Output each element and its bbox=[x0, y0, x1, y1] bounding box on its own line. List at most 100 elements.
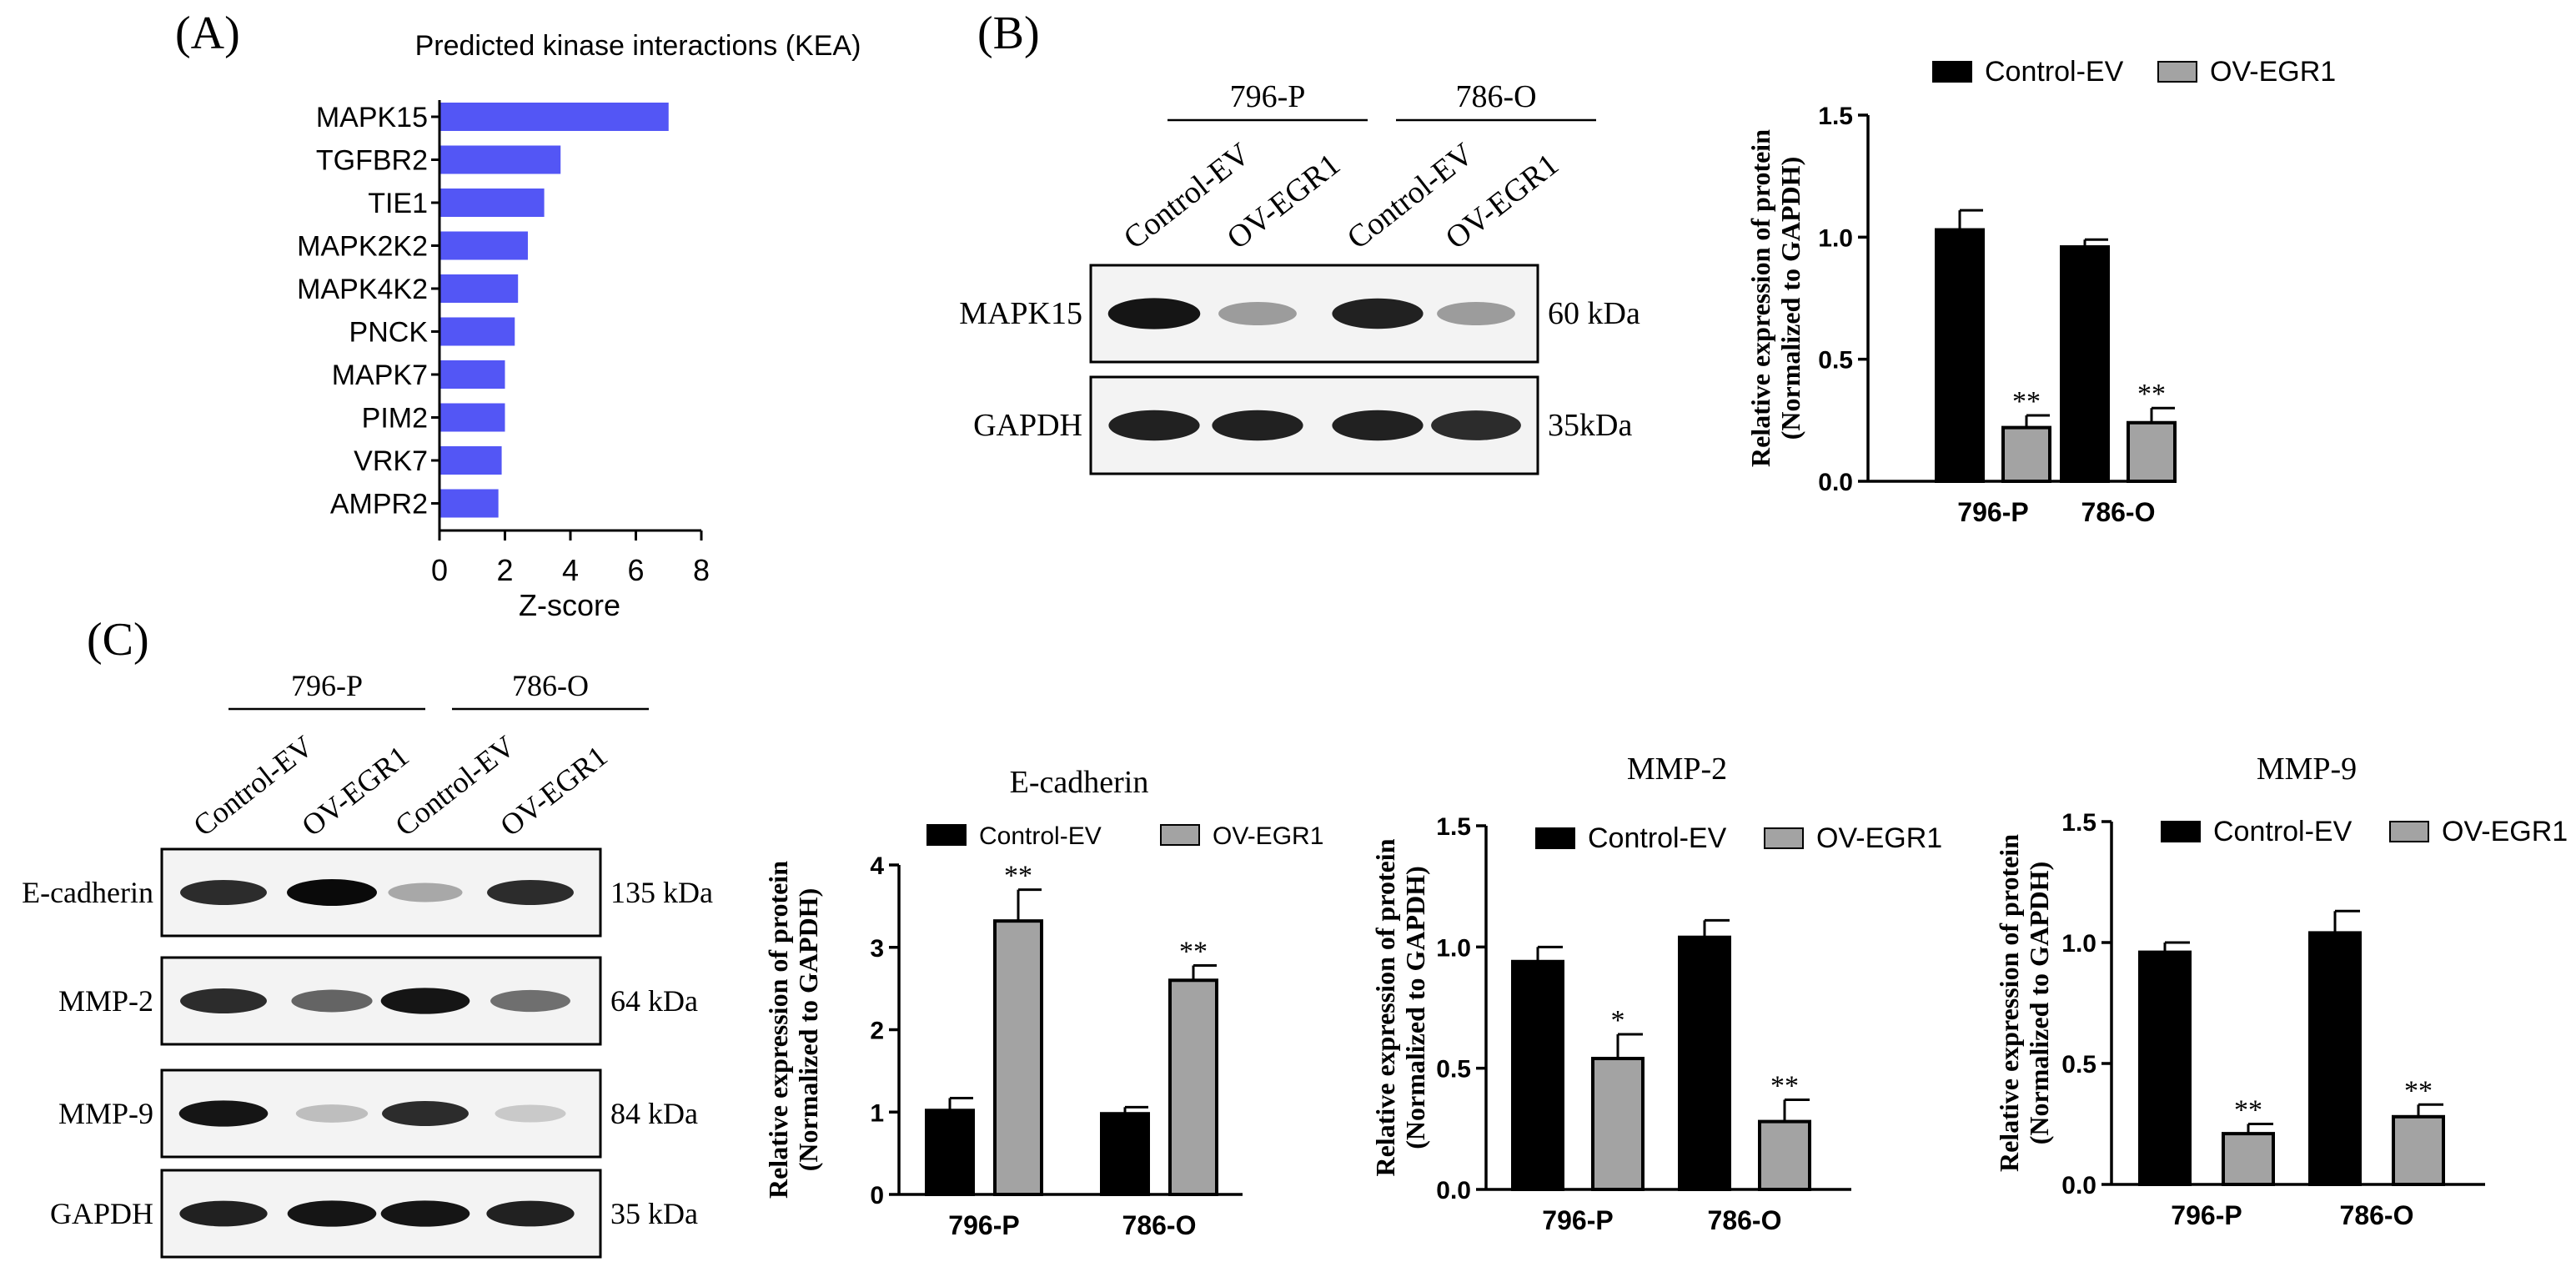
y-tick-label: 1 bbox=[870, 1099, 884, 1127]
blot-band bbox=[486, 1200, 575, 1227]
blot-band bbox=[487, 879, 574, 906]
y-tick-label: 1.5 bbox=[1818, 103, 1853, 130]
blot-band bbox=[1107, 298, 1201, 329]
legend-swatch bbox=[1764, 827, 1804, 849]
kea-bar bbox=[440, 145, 561, 174]
kea-bar bbox=[440, 274, 519, 303]
kea-bar bbox=[440, 489, 499, 518]
blot-kda-label: 135 kDa bbox=[610, 876, 713, 909]
y-tick-label: 3 bbox=[870, 935, 884, 963]
y-tick-label: 1.0 bbox=[1436, 934, 1471, 962]
bar bbox=[1758, 1119, 1811, 1191]
significance-marker: ** bbox=[2404, 1075, 2433, 1106]
blot-band bbox=[1431, 410, 1521, 440]
x-category-label: 786-O bbox=[1708, 1205, 1782, 1235]
bar bbox=[2308, 931, 2362, 1187]
legend-swatch bbox=[2157, 61, 2197, 83]
bar-chart-b: Control-EV OV-EGR1 Relative expression of … bbox=[1745, 56, 2336, 527]
blot-band bbox=[180, 988, 267, 1014]
blot-protein-label: E-cadherin bbox=[22, 876, 153, 909]
significance-marker: ** bbox=[1770, 1070, 1799, 1101]
blot-kda-label: 35 kDa bbox=[610, 1197, 698, 1230]
kea-bar bbox=[440, 103, 669, 131]
significance-marker: ** bbox=[2012, 386, 2041, 417]
x-category-label: 796-P bbox=[2171, 1200, 2242, 1230]
kea-x-tick-label: 2 bbox=[496, 553, 513, 587]
chart-title: E-cadherin bbox=[1010, 765, 1149, 800]
western-blot-c: 796-P 786-OControl-EVOV-EGR1Control-EVOV-… bbox=[22, 669, 713, 1259]
blot-band bbox=[295, 1104, 369, 1123]
bar bbox=[1935, 228, 1985, 483]
western-blot-b: 796-P 786-OControl-EVOV-EGR1Control-EVOV-… bbox=[959, 79, 1640, 475]
blot-kda-label: 64 kDa bbox=[610, 984, 698, 1018]
legend-swatch bbox=[926, 824, 967, 846]
y-axis-label: Relative expression of protein bbox=[763, 861, 793, 1199]
blot-protein-label: MMP-2 bbox=[58, 984, 153, 1018]
bar bbox=[1100, 1112, 1150, 1196]
kea-x-tick-label: 4 bbox=[562, 553, 579, 587]
blot-protein-label: MAPK15 bbox=[959, 296, 1082, 331]
legend-label: Control-EV bbox=[2213, 816, 2353, 847]
legend-label: OV-EGR1 bbox=[2442, 816, 2568, 847]
x-category-label: 796-P bbox=[948, 1210, 1019, 1240]
legend-label: Control-EV bbox=[979, 822, 1102, 850]
kea-category-label: PIM2 bbox=[362, 403, 428, 435]
legend-swatch bbox=[1932, 61, 1972, 83]
kea-category-label: MAPK2K2 bbox=[297, 231, 428, 263]
blot-band bbox=[382, 1100, 469, 1127]
bar bbox=[2001, 425, 2051, 484]
y-tick-label: 0.5 bbox=[2061, 1051, 2096, 1078]
blot-band bbox=[490, 989, 570, 1013]
kea-x-tick-label: 8 bbox=[693, 553, 710, 587]
y-tick-label: 0 bbox=[870, 1182, 884, 1209]
bar bbox=[1678, 935, 1731, 1191]
legend-label: OV-EGR1 bbox=[1816, 822, 1942, 854]
y-axis-label: Relative expression of protein bbox=[1370, 838, 1400, 1176]
significance-marker: ** bbox=[1179, 936, 1208, 967]
blot-band bbox=[380, 1200, 470, 1227]
bar bbox=[925, 1109, 975, 1197]
legend-swatch bbox=[2161, 821, 2201, 842]
y-tick-label: 1.0 bbox=[1818, 224, 1853, 252]
blot-band bbox=[287, 879, 377, 906]
panel-label-c: (C) bbox=[87, 614, 149, 666]
kea-category-label: MAPK15 bbox=[316, 102, 428, 133]
x-category-label: 796-P bbox=[1957, 497, 2028, 527]
blot-band bbox=[179, 1200, 268, 1227]
bar bbox=[993, 919, 1043, 1197]
blot-protein-label: GAPDH bbox=[973, 408, 1082, 443]
y-tick-label: 4 bbox=[870, 852, 884, 880]
panel-label-a: (A) bbox=[175, 8, 240, 59]
significance-marker: ** bbox=[1004, 861, 1032, 892]
bar-chart-e-cadherin: E-cadherin Control-EV OV-EGR1 Relative expr… bbox=[763, 765, 1323, 1240]
kea-bar-chart: Predicted kinase interactions (KEA) Z-sc… bbox=[297, 30, 861, 622]
bar bbox=[2138, 950, 2192, 1186]
y-tick-label: 0.0 bbox=[1436, 1177, 1471, 1204]
kea-bar bbox=[440, 189, 545, 217]
legend-label: OV-EGR1 bbox=[1213, 822, 1323, 850]
blot-band bbox=[1108, 410, 1200, 441]
blot-group-label: 796-P bbox=[291, 669, 363, 702]
legend-swatch bbox=[1535, 827, 1575, 849]
y-tick-label: 1.5 bbox=[1436, 813, 1471, 841]
blot-group-label: 786-O bbox=[512, 669, 589, 702]
kea-bar bbox=[440, 360, 505, 389]
blot-band bbox=[287, 1200, 377, 1227]
bar bbox=[1591, 1057, 1645, 1192]
kea-x-axis-label: Z-score bbox=[519, 588, 620, 622]
y-axis-label-line2: (Normalized to GAPDH) bbox=[793, 888, 823, 1171]
y-axis-label: Relative expression of protein bbox=[1994, 834, 2024, 1172]
kea-category-label: PNCK bbox=[349, 317, 429, 349]
kea-x-tick-label: 0 bbox=[431, 553, 448, 587]
chart-title: MMP-2 bbox=[1627, 752, 1727, 787]
kea-category-label: TGFBR2 bbox=[316, 145, 428, 177]
x-category-label: 786-O bbox=[2081, 497, 2156, 527]
kea-bar bbox=[440, 446, 502, 475]
kea-bar bbox=[440, 231, 528, 260]
blot-protein-label: MMP-9 bbox=[58, 1097, 153, 1130]
bar-chart-mmp-2: MMP-2 Control-EV OV-EGR1 Relative expressio… bbox=[1370, 752, 1942, 1235]
kea-chart-title: Predicted kinase interactions (KEA) bbox=[415, 30, 861, 62]
blot-band bbox=[180, 879, 267, 906]
y-tick-label: 0.0 bbox=[1818, 469, 1853, 496]
